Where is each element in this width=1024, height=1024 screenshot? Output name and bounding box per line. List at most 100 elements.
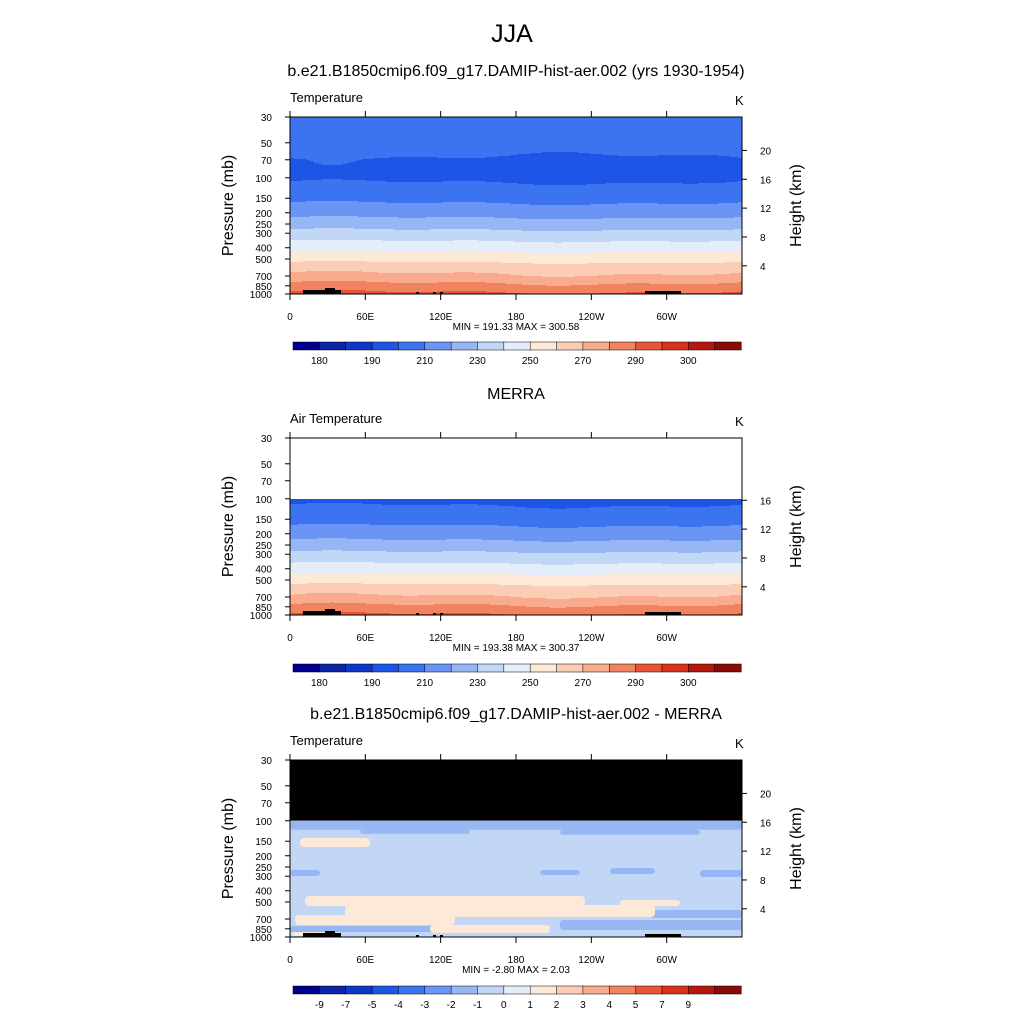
y-tick-label: 300 — [255, 872, 272, 883]
heatmap-cell — [290, 507, 527, 509]
heatmap-cell — [290, 154, 519, 156]
heatmap-cell — [598, 597, 743, 599]
heatmap-cell — [290, 200, 743, 202]
heatmap-cell — [398, 217, 427, 219]
heatmap-cell — [306, 503, 363, 505]
colorbar-label: 180 — [311, 356, 328, 367]
heatmap-cell — [494, 595, 731, 597]
heatmap-cell — [590, 507, 743, 509]
heatmap-cell — [290, 267, 743, 269]
heatmap-cell — [474, 272, 743, 274]
heatmap-cell — [290, 237, 743, 239]
heatmap-cell — [290, 572, 743, 574]
heatmap-cell — [290, 238, 743, 240]
heatmap-cell — [290, 531, 743, 533]
heatmap-cell — [290, 605, 511, 607]
heatmap-cell — [486, 251, 739, 253]
y2-axis-title: Height (km) — [788, 485, 805, 568]
heatmap-cell — [290, 266, 743, 268]
heatmap-cell — [290, 208, 743, 210]
heatmap-cell — [718, 596, 743, 598]
y-tick-label: 200 — [255, 530, 272, 541]
y2-tick-label: 4 — [760, 583, 766, 594]
heatmap-cell — [290, 582, 743, 584]
heatmap-cell — [290, 261, 303, 263]
y-tick-label: 300 — [255, 229, 272, 240]
panel-3-variable-label: Temperature — [290, 733, 363, 748]
heatmap-cell — [290, 126, 743, 128]
heatmap-cell — [290, 235, 743, 237]
colorbar-label: 250 — [522, 356, 539, 367]
heatmap-cell — [290, 534, 743, 536]
heatmap-cell — [662, 274, 715, 276]
heatmap-cell — [610, 241, 671, 243]
heatmap-cell — [290, 166, 743, 168]
heatmap-cell — [290, 130, 743, 132]
heatmap-cell — [290, 554, 743, 556]
heatmap-cell — [290, 160, 311, 162]
heatmap-cell — [290, 205, 743, 207]
heatmap-cell — [290, 132, 743, 134]
heatmap-cell — [390, 613, 435, 615]
heatmap-cell — [618, 596, 659, 598]
heatmap-cell — [734, 217, 743, 219]
colorbar-swatch — [688, 663, 716, 673]
heatmap-cell — [498, 525, 731, 527]
heatmap-cell — [510, 563, 619, 565]
colorbar-swatch — [582, 341, 610, 351]
heatmap-cell — [382, 539, 447, 541]
heatmap-cell — [290, 583, 307, 585]
heatmap-cell — [534, 184, 587, 186]
topography-mask — [335, 933, 341, 937]
heatmap-cell — [290, 281, 303, 283]
heatmap-cell — [290, 211, 743, 213]
colorbar-swatch — [477, 985, 505, 995]
heatmap-cell — [726, 182, 743, 184]
heatmap-cell — [378, 594, 743, 596]
heatmap-cell — [366, 281, 743, 283]
heatmap-cell — [290, 253, 743, 255]
heatmap-cell — [290, 175, 743, 177]
heatmap-cell — [290, 201, 307, 203]
heatmap-cell — [620, 900, 680, 906]
x-tick-label: 120E — [429, 633, 453, 644]
heatmap-cell — [290, 591, 743, 593]
heatmap-cell — [290, 530, 743, 532]
heatmap-cell — [570, 285, 743, 287]
heatmap-cell — [290, 258, 743, 260]
colorbar-label: 1 — [527, 1000, 533, 1011]
y-tick-label: 850 — [255, 603, 272, 614]
heatmap-cell — [290, 177, 743, 179]
heatmap-cell — [290, 538, 319, 540]
heatmap-cell — [290, 275, 523, 277]
heatmap-cell — [290, 540, 515, 542]
colorbar-swatch — [292, 341, 320, 351]
heatmap-cell — [290, 229, 395, 231]
y-tick-label: 250 — [255, 863, 272, 874]
heatmap-cell — [302, 180, 367, 182]
heatmap-cell — [366, 612, 743, 614]
heatmap-cell — [290, 199, 743, 201]
heatmap-cell — [290, 243, 743, 245]
y-tick-label: 70 — [261, 799, 273, 810]
heatmap-cell — [295, 915, 455, 925]
heatmap-cell — [574, 564, 743, 566]
heatmap-cell — [290, 587, 743, 589]
heatmap-cell — [290, 280, 743, 282]
heatmap-cell — [478, 504, 743, 506]
heatmap-cell — [290, 233, 743, 235]
y-tick-label: 150 — [255, 837, 272, 848]
heatmap-cell — [290, 198, 743, 200]
heatmap-cell — [610, 506, 671, 508]
panel-3-units: K — [735, 736, 744, 751]
heatmap-cell — [618, 203, 659, 205]
x-tick-label: 180 — [508, 312, 525, 323]
heatmap-cell — [438, 251, 487, 253]
heatmap-cell — [670, 540, 711, 542]
heatmap-cell — [290, 213, 743, 215]
x-tick-label: 60E — [356, 955, 374, 966]
heatmap-cell — [494, 217, 735, 219]
heatmap-cell — [290, 556, 743, 558]
heatmap-cell — [486, 573, 739, 575]
colorbar-swatch — [319, 985, 347, 995]
